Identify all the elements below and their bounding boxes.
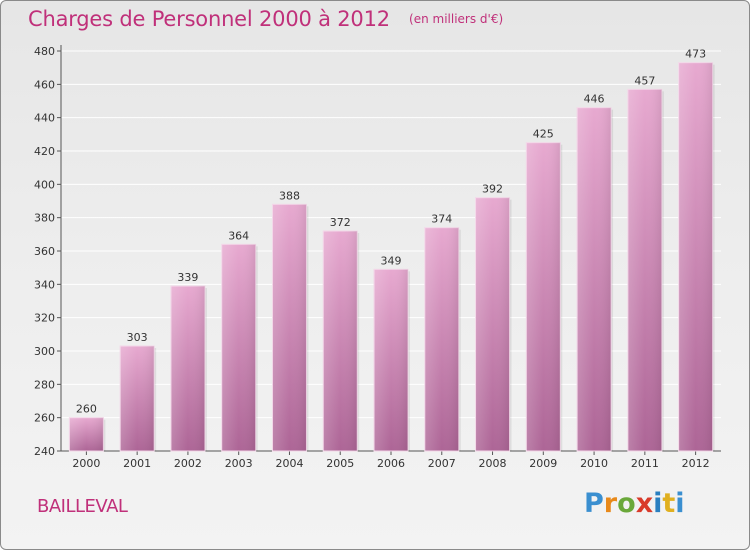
y-tick-label: 460 [34, 78, 55, 91]
chart-title: Charges de Personnel 2000 à 2012 [28, 7, 390, 31]
y-tick-label: 400 [34, 178, 55, 191]
y-tick-label: 300 [34, 345, 55, 358]
bars [68, 62, 715, 452]
bar-highlight [170, 286, 205, 451]
bar-highlight [678, 62, 713, 452]
proxiti-logo: Proxiti [584, 488, 685, 519]
data-label: 349 [381, 254, 402, 267]
y-tick-label: 360 [34, 245, 55, 258]
bar-highlight [221, 244, 256, 451]
data-label: 260 [76, 403, 97, 416]
logo-letter: r [603, 488, 618, 519]
data-label: 364 [228, 229, 249, 242]
labels: 240 260 280 300 320 340 360 380 400 420 440 460 480 2… [34, 45, 710, 470]
data-label: 303 [127, 331, 148, 344]
y-tick-label: 240 [34, 445, 55, 458]
bar-highlight [374, 269, 408, 451]
data-label: 388 [279, 189, 300, 202]
bar-highlight [577, 107, 612, 452]
y-tick-label: 260 [34, 412, 55, 425]
x-tick-label: 2011 [631, 457, 659, 470]
y-tick-label: 280 [34, 378, 55, 391]
y-tick-label: 440 [34, 112, 55, 125]
y-tick-label: 340 [34, 278, 55, 291]
commune-name: BAILLEVAL [37, 496, 128, 517]
logo-letter: i [653, 488, 663, 519]
x-tick-label: 2005 [326, 457, 354, 470]
bar-highlight [323, 231, 358, 451]
x-tick-label: 2009 [529, 457, 557, 470]
chart-subtitle: (en milliers d'€) [409, 12, 504, 26]
logo-letter: o [617, 488, 636, 519]
y-tick-label: 320 [34, 312, 55, 325]
logo-letter: x [635, 488, 654, 519]
data-label: 339 [177, 271, 198, 284]
x-tick-label: 2001 [123, 457, 151, 470]
data-label: 457 [634, 74, 655, 87]
x-tick-label: 2012 [682, 457, 710, 470]
x-tick-label: 2006 [377, 457, 405, 470]
data-label: 473 [685, 48, 706, 61]
logo-letter: i [675, 488, 685, 519]
data-label: 446 [584, 93, 605, 106]
bar-highlight [272, 204, 307, 451]
x-tick-label: 2004 [275, 457, 303, 470]
logo-letter: t [662, 488, 676, 519]
bar-highlight [627, 89, 662, 451]
bar-highlight [120, 346, 155, 451]
y-tick-label: 480 [34, 45, 55, 58]
bar-highlight [69, 417, 104, 451]
x-tick-label: 2007 [428, 457, 456, 470]
x-tick-label: 2002 [174, 457, 202, 470]
data-label: 392 [482, 183, 503, 196]
x-tick-label: 2008 [479, 457, 507, 470]
y-tick-label: 420 [34, 145, 55, 158]
data-label: 374 [431, 213, 452, 226]
data-label: 425 [533, 128, 554, 141]
x-tick-label: 2003 [225, 457, 253, 470]
data-label: 372 [330, 216, 351, 229]
x-tick-label: 2000 [72, 457, 100, 470]
x-tick-label: 2010 [580, 457, 608, 470]
y-tick-label: 380 [34, 212, 55, 225]
bar-highlight [526, 142, 561, 451]
bar-highlight [424, 227, 459, 451]
bar-highlight [475, 197, 510, 451]
logo-letter: P [584, 488, 604, 519]
title-row: Charges de Personnel 2000 à 2012 (en mil… [28, 7, 503, 31]
